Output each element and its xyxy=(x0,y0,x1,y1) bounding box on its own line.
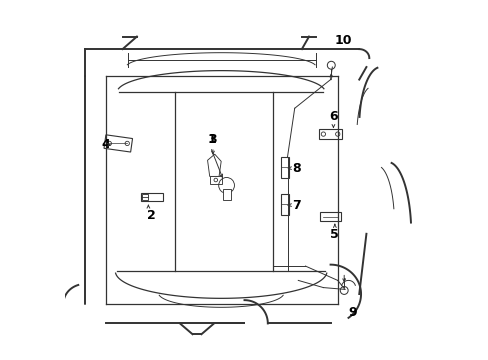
Bar xyxy=(141,193,163,201)
Bar xyxy=(280,194,288,215)
Bar xyxy=(210,176,221,184)
Text: 2: 2 xyxy=(147,210,155,222)
Text: 10: 10 xyxy=(333,34,351,47)
Text: 8: 8 xyxy=(291,162,300,175)
Bar xyxy=(104,135,132,152)
Text: 5: 5 xyxy=(330,228,339,241)
Bar xyxy=(142,194,148,201)
Bar xyxy=(222,189,230,200)
Text: 6: 6 xyxy=(328,110,337,123)
Text: 3: 3 xyxy=(207,133,216,146)
Polygon shape xyxy=(207,154,221,176)
Bar xyxy=(318,129,342,139)
Bar xyxy=(280,157,288,178)
Text: 4: 4 xyxy=(101,138,110,151)
Text: 7: 7 xyxy=(291,199,300,212)
Text: 1: 1 xyxy=(207,132,216,145)
Text: 9: 9 xyxy=(348,306,356,319)
Bar xyxy=(319,212,341,221)
